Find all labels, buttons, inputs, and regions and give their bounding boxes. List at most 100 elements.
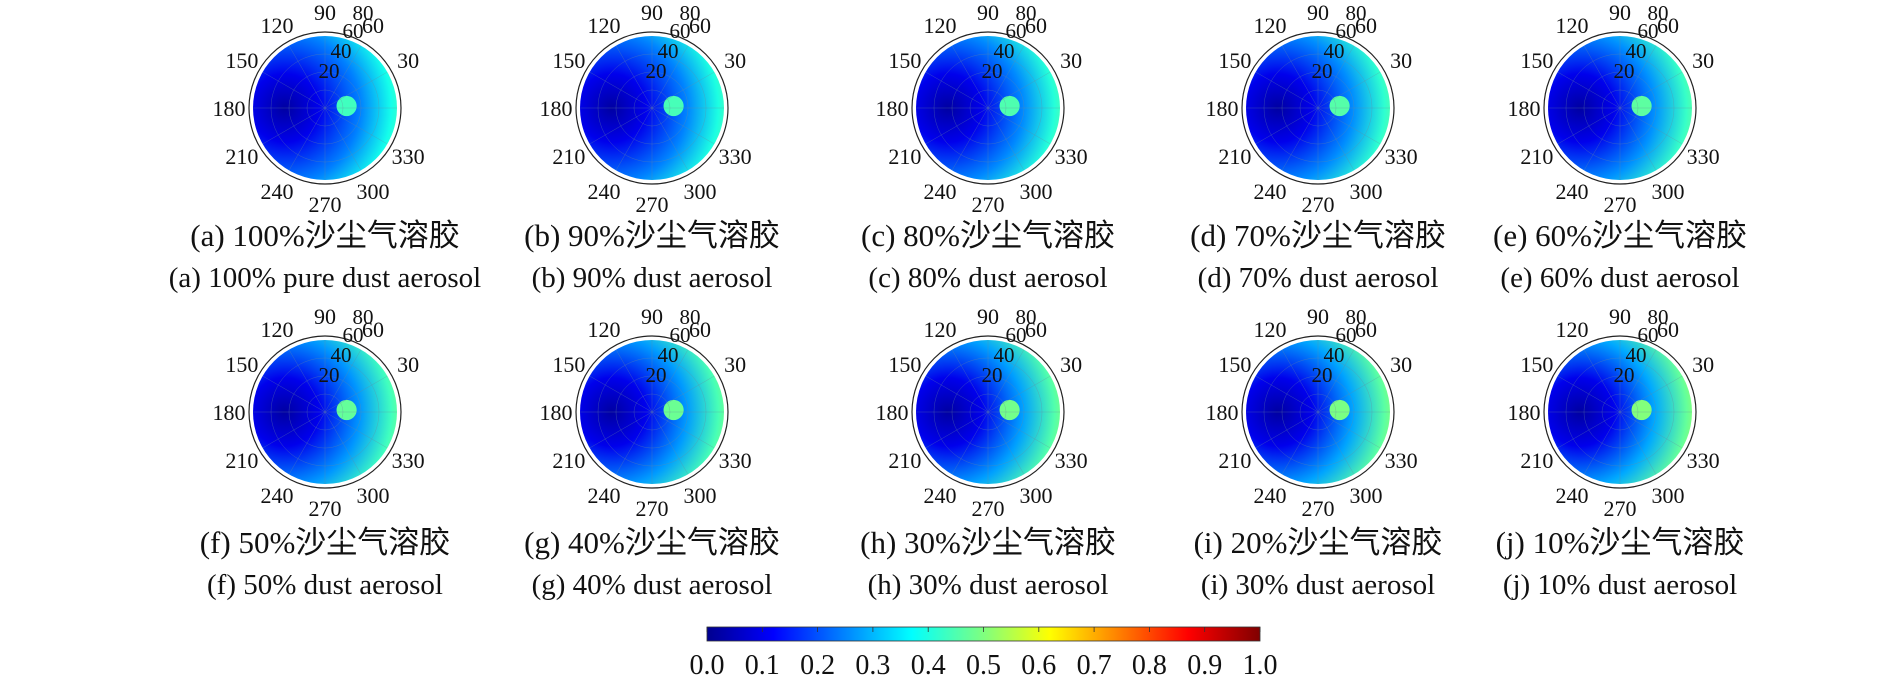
panel-caption-cn: (f) 50%沙尘气溶胶	[200, 525, 451, 560]
angle-tick-label: 150	[552, 352, 585, 377]
panel-caption-en: (d) 70% dust aerosol	[1198, 262, 1439, 294]
radius-tick-label: 80	[1016, 305, 1037, 329]
angle-tick-label: 270	[972, 496, 1005, 521]
panel-caption-en: (b) 90% dust aerosol	[532, 262, 773, 294]
angle-tick-label: 60	[362, 13, 384, 38]
radius-tick-label: 40	[331, 343, 352, 367]
grid-spoke	[1255, 71, 1319, 109]
grid-spoke	[987, 45, 1025, 109]
angle-tick-label: 300	[1652, 483, 1685, 508]
radius-tick-label: 60	[1638, 19, 1659, 43]
radius-tick-label: 20	[319, 363, 340, 387]
colorbar-tick-label: 1.0	[1243, 650, 1278, 681]
angle-tick-label: 240	[588, 483, 621, 508]
grid-spoke	[1619, 375, 1683, 413]
grid-spoke	[951, 411, 989, 475]
grid-spoke	[1317, 71, 1381, 109]
grid-spoke	[1281, 45, 1319, 109]
grid-spoke	[324, 375, 388, 413]
radius-tick-label: 80	[353, 1, 374, 25]
angle-tick-label: 60	[362, 317, 384, 342]
sun-spot	[336, 399, 357, 421]
grid-spoke	[1317, 349, 1355, 413]
polar-panel: 30609012015018021024027030033020406080(b…	[524, 0, 780, 294]
sun-spot	[663, 95, 684, 117]
angle-tick-label: 330	[1687, 144, 1720, 169]
angle-tick-label: 150	[1218, 48, 1251, 73]
polar-frame	[248, 31, 402, 185]
grid-spoke	[1255, 375, 1319, 413]
grid-spoke	[1317, 107, 1381, 145]
colorbar-tick-label: 0.4	[911, 650, 946, 681]
angle-tick-label: 300	[684, 483, 717, 508]
angle-tick-label: 300	[1350, 179, 1383, 204]
grid-spoke	[262, 411, 326, 449]
angle-tick-label: 30	[1390, 48, 1412, 73]
angle-tick-label: 240	[1254, 483, 1287, 508]
angle-tick-label: 180	[213, 400, 246, 425]
colorbar-tick-label: 0.6	[1021, 650, 1056, 681]
grid-spoke	[1557, 411, 1621, 449]
panel-caption-cn: (h) 30%沙尘气溶胶	[860, 525, 1116, 560]
polar-frame	[1543, 335, 1697, 489]
grid-spoke	[951, 45, 989, 109]
grid-spoke	[651, 411, 689, 475]
angle-tick-label: 150	[1520, 48, 1553, 73]
polar-panels: 30609012015018021024027030033020406080(a…	[169, 0, 1747, 601]
polar-panel: 30609012015018021024027030033020406080(g…	[524, 304, 780, 601]
angle-tick-label: 210	[225, 448, 258, 473]
angle-tick-label: 330	[1687, 448, 1720, 473]
angle-tick-label: 150	[225, 48, 258, 73]
angle-tick-label: 90	[1307, 0, 1329, 25]
radius-tick-label: 80	[680, 305, 701, 329]
polar-panel: 30609012015018021024027030033020406080(d…	[1190, 0, 1446, 294]
polar-frame	[1241, 31, 1395, 185]
grid-spoke	[1317, 375, 1381, 413]
angle-tick-label: 120	[924, 317, 957, 342]
polar-frame	[248, 335, 402, 489]
grid-spoke	[1619, 349, 1657, 413]
angle-tick-label: 300	[357, 483, 390, 508]
angle-tick-label: 330	[1385, 448, 1418, 473]
angle-tick-label: 90	[314, 0, 336, 25]
angle-tick-label: 270	[636, 192, 669, 217]
grid-spoke	[615, 45, 653, 109]
angle-tick-label: 270	[309, 496, 342, 521]
panel-caption-en: (j) 10% dust aerosol	[1503, 569, 1737, 601]
angle-tick-label: 90	[977, 0, 999, 25]
grid-spoke	[324, 411, 362, 475]
grid-spoke	[324, 107, 388, 145]
radius-tick-label: 40	[994, 343, 1015, 367]
grid-spoke	[1557, 71, 1621, 109]
radius-tick-label: 80	[1016, 1, 1037, 25]
angle-tick-label: 270	[636, 496, 669, 521]
grid-spoke	[951, 349, 989, 413]
angle-tick-label: 120	[588, 13, 621, 38]
grid-spoke	[1583, 349, 1621, 413]
angle-tick-label: 60	[1355, 317, 1377, 342]
angle-tick-label: 300	[357, 179, 390, 204]
angle-tick-label: 30	[1692, 352, 1714, 377]
radius-tick-label: 20	[1614, 59, 1635, 83]
polar-frame	[911, 31, 1065, 185]
grid-spoke	[1557, 375, 1621, 413]
grid-spoke	[324, 45, 362, 109]
grid-spoke	[1583, 45, 1621, 109]
polar-frame	[575, 335, 729, 489]
angle-tick-label: 330	[719, 448, 752, 473]
angle-tick-label: 30	[397, 48, 419, 73]
polar-panel: 30609012015018021024027030033020406080(a…	[169, 0, 481, 294]
panel-caption-cn: (c) 80%沙尘气溶胶	[861, 218, 1115, 253]
angle-tick-label: 210	[1520, 144, 1553, 169]
angle-tick-label: 120	[1556, 317, 1589, 342]
angle-tick-label: 30	[1692, 48, 1714, 73]
panel-caption-cn: (i) 20%沙尘气溶胶	[1194, 525, 1443, 560]
polar-panel: 30609012015018021024027030033020406080(c…	[861, 0, 1115, 294]
radius-tick-label: 80	[1346, 305, 1367, 329]
angle-tick-label: 210	[888, 448, 921, 473]
angle-tick-label: 30	[397, 352, 419, 377]
angle-tick-label: 300	[1350, 483, 1383, 508]
grid-spoke	[288, 107, 326, 171]
angle-tick-label: 240	[261, 483, 294, 508]
angle-tick-label: 120	[261, 317, 294, 342]
